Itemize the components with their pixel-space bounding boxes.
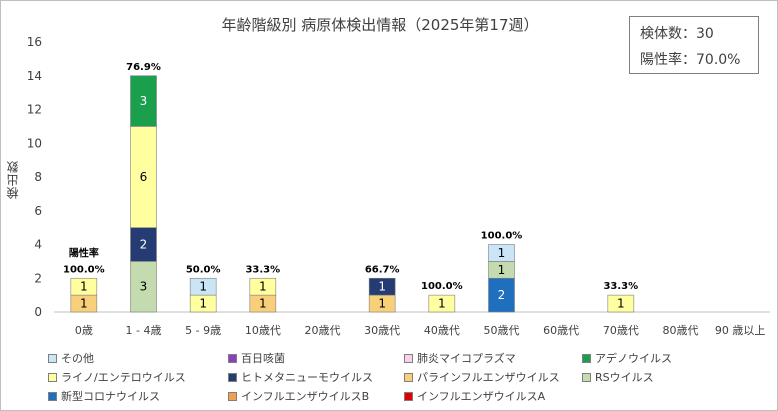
data-label: 1: [498, 263, 506, 277]
legend-label: 肺炎マイコプラズマ: [417, 352, 516, 365]
chart-title: 年齢階級別 病原体検出情報（2025年第17週）: [221, 16, 539, 34]
positivity-caption: 陽性率: [69, 246, 99, 259]
bar-segment: [488, 244, 515, 262]
data-label: 3: [140, 94, 148, 108]
legend-swatch: [582, 354, 591, 363]
x-tick-label: 20歳代: [305, 324, 341, 337]
legend-swatch: [228, 373, 237, 382]
positivity-rate-label: 陽性率：70.0%: [640, 52, 741, 68]
bar-segment: [368, 277, 396, 296]
legend-label: ヒトメタニューモウイルス: [241, 371, 373, 384]
bar-segment: [488, 277, 515, 313]
positivity-rate-label: 33.3%: [603, 281, 638, 292]
data-label: 1: [617, 297, 625, 311]
legend: その他 百日咳菌 肺炎マイコプラズマ アデノウイルスライノ/エンテロウイルス ヒトメタニ…: [48, 350, 748, 406]
bar-segment: [70, 277, 98, 296]
legend-swatch: [48, 373, 57, 382]
legend-swatch: [404, 354, 413, 363]
bar-segment: [428, 294, 456, 313]
legend-item: パラインフルエンザウイルス: [404, 369, 560, 385]
legend-swatch: [582, 373, 591, 382]
x-tick-label: 80歳代: [663, 324, 699, 337]
legend-item: ヒトメタニューモウイルス: [228, 369, 373, 385]
data-label: 1: [498, 246, 506, 260]
bar-segment: [130, 126, 157, 228]
positivity-rate-label: 100.0%: [481, 231, 523, 242]
data-label: 1: [378, 280, 386, 294]
bar-segment: [607, 294, 635, 313]
legend-swatch: [404, 373, 413, 382]
legend-label: ライノ/エンテロウイルス: [61, 371, 186, 384]
legend-label: アデノウイルス: [595, 352, 672, 365]
legend-label: インフルエンザウイルスA: [417, 390, 546, 403]
data-label: 6: [140, 170, 148, 184]
y-tick-label: 2: [34, 271, 42, 285]
legend-swatch: [48, 354, 57, 363]
legend-item: その他: [48, 350, 94, 366]
legend-swatch: [228, 392, 237, 401]
y-tick-label: 0: [34, 305, 42, 319]
legend-label: 新型コロナウイルス: [61, 390, 160, 403]
legend-label: 百日咳菌: [241, 352, 285, 365]
positivity-rate-label: 50.0%: [186, 264, 221, 275]
legend-item: 肺炎マイコプラズマ: [404, 350, 516, 366]
data-label: 1: [199, 297, 207, 311]
x-tick-label: 40歳代: [424, 324, 460, 337]
y-tick-label: 16: [27, 35, 42, 49]
legend-swatch: [228, 354, 237, 363]
y-tick-label: 14: [27, 69, 42, 83]
legend-label: その他: [61, 352, 94, 365]
legend-item: ライノ/エンテロウイルス: [48, 369, 186, 385]
legend-swatch: [404, 392, 413, 401]
data-label: 1: [199, 280, 207, 294]
x-tick-label: 60歳代: [543, 324, 579, 337]
data-label: 1: [378, 297, 386, 311]
legend-swatch: [48, 392, 57, 401]
y-tick-label: 12: [27, 103, 42, 117]
legend-item: インフルエンザウイルスB: [228, 388, 369, 404]
data-label: 1: [80, 297, 88, 311]
x-tick-label: 5 - 9歳: [185, 324, 221, 337]
data-label: 1: [80, 280, 88, 294]
bar-segment: [189, 277, 217, 296]
legend-item: 百日咳菌: [228, 350, 285, 366]
bar-segment: [249, 277, 277, 296]
legend-label: インフルエンザウイルスB: [241, 390, 370, 403]
x-tick-label: 50歳代: [484, 324, 520, 337]
y-tick-label: 10: [27, 136, 42, 150]
legend-label: パラインフルエンザウイルス: [417, 371, 560, 384]
data-label: 1: [259, 280, 267, 294]
data-label: 2: [498, 288, 506, 302]
data-label: 1: [438, 297, 446, 311]
x-tick-label: 0歳: [75, 324, 93, 337]
legend-item: インフルエンザウイルスA: [404, 388, 545, 404]
data-label: 2: [140, 238, 148, 252]
positivity-rate-label: 33.3%: [245, 264, 280, 275]
bar-segment: [130, 75, 157, 127]
legend-item: アデノウイルス: [582, 350, 672, 366]
positivity-rate-label: 76.9%: [126, 62, 161, 73]
summary-box: 検体数：30 陽性率：70.0%: [629, 16, 759, 74]
data-label: 1: [259, 297, 267, 311]
y-tick-label: 4: [34, 238, 42, 252]
sample-count-label: 検体数：30: [640, 26, 714, 42]
x-tick-label: 1 - 4歳: [126, 324, 162, 337]
x-tick-label: 10歳代: [245, 324, 281, 337]
data-label: 3: [140, 280, 148, 294]
legend-item: 新型コロナウイルス: [48, 388, 160, 404]
positivity-rate-label: 100.0%: [421, 281, 463, 292]
positivity-rate-label: 100.0%: [63, 264, 105, 275]
x-tick-label: 70歳代: [603, 324, 639, 337]
positivity-rate-label: 66.7%: [365, 264, 400, 275]
y-tick-label: 8: [34, 170, 42, 184]
y-tick-label: 6: [34, 204, 42, 218]
x-tick-label: 30歳代: [364, 324, 400, 337]
x-tick-label: 90 歳以上: [715, 324, 766, 337]
legend-item: RSウイルス: [582, 369, 654, 385]
legend-label: RSウイルス: [595, 371, 654, 384]
